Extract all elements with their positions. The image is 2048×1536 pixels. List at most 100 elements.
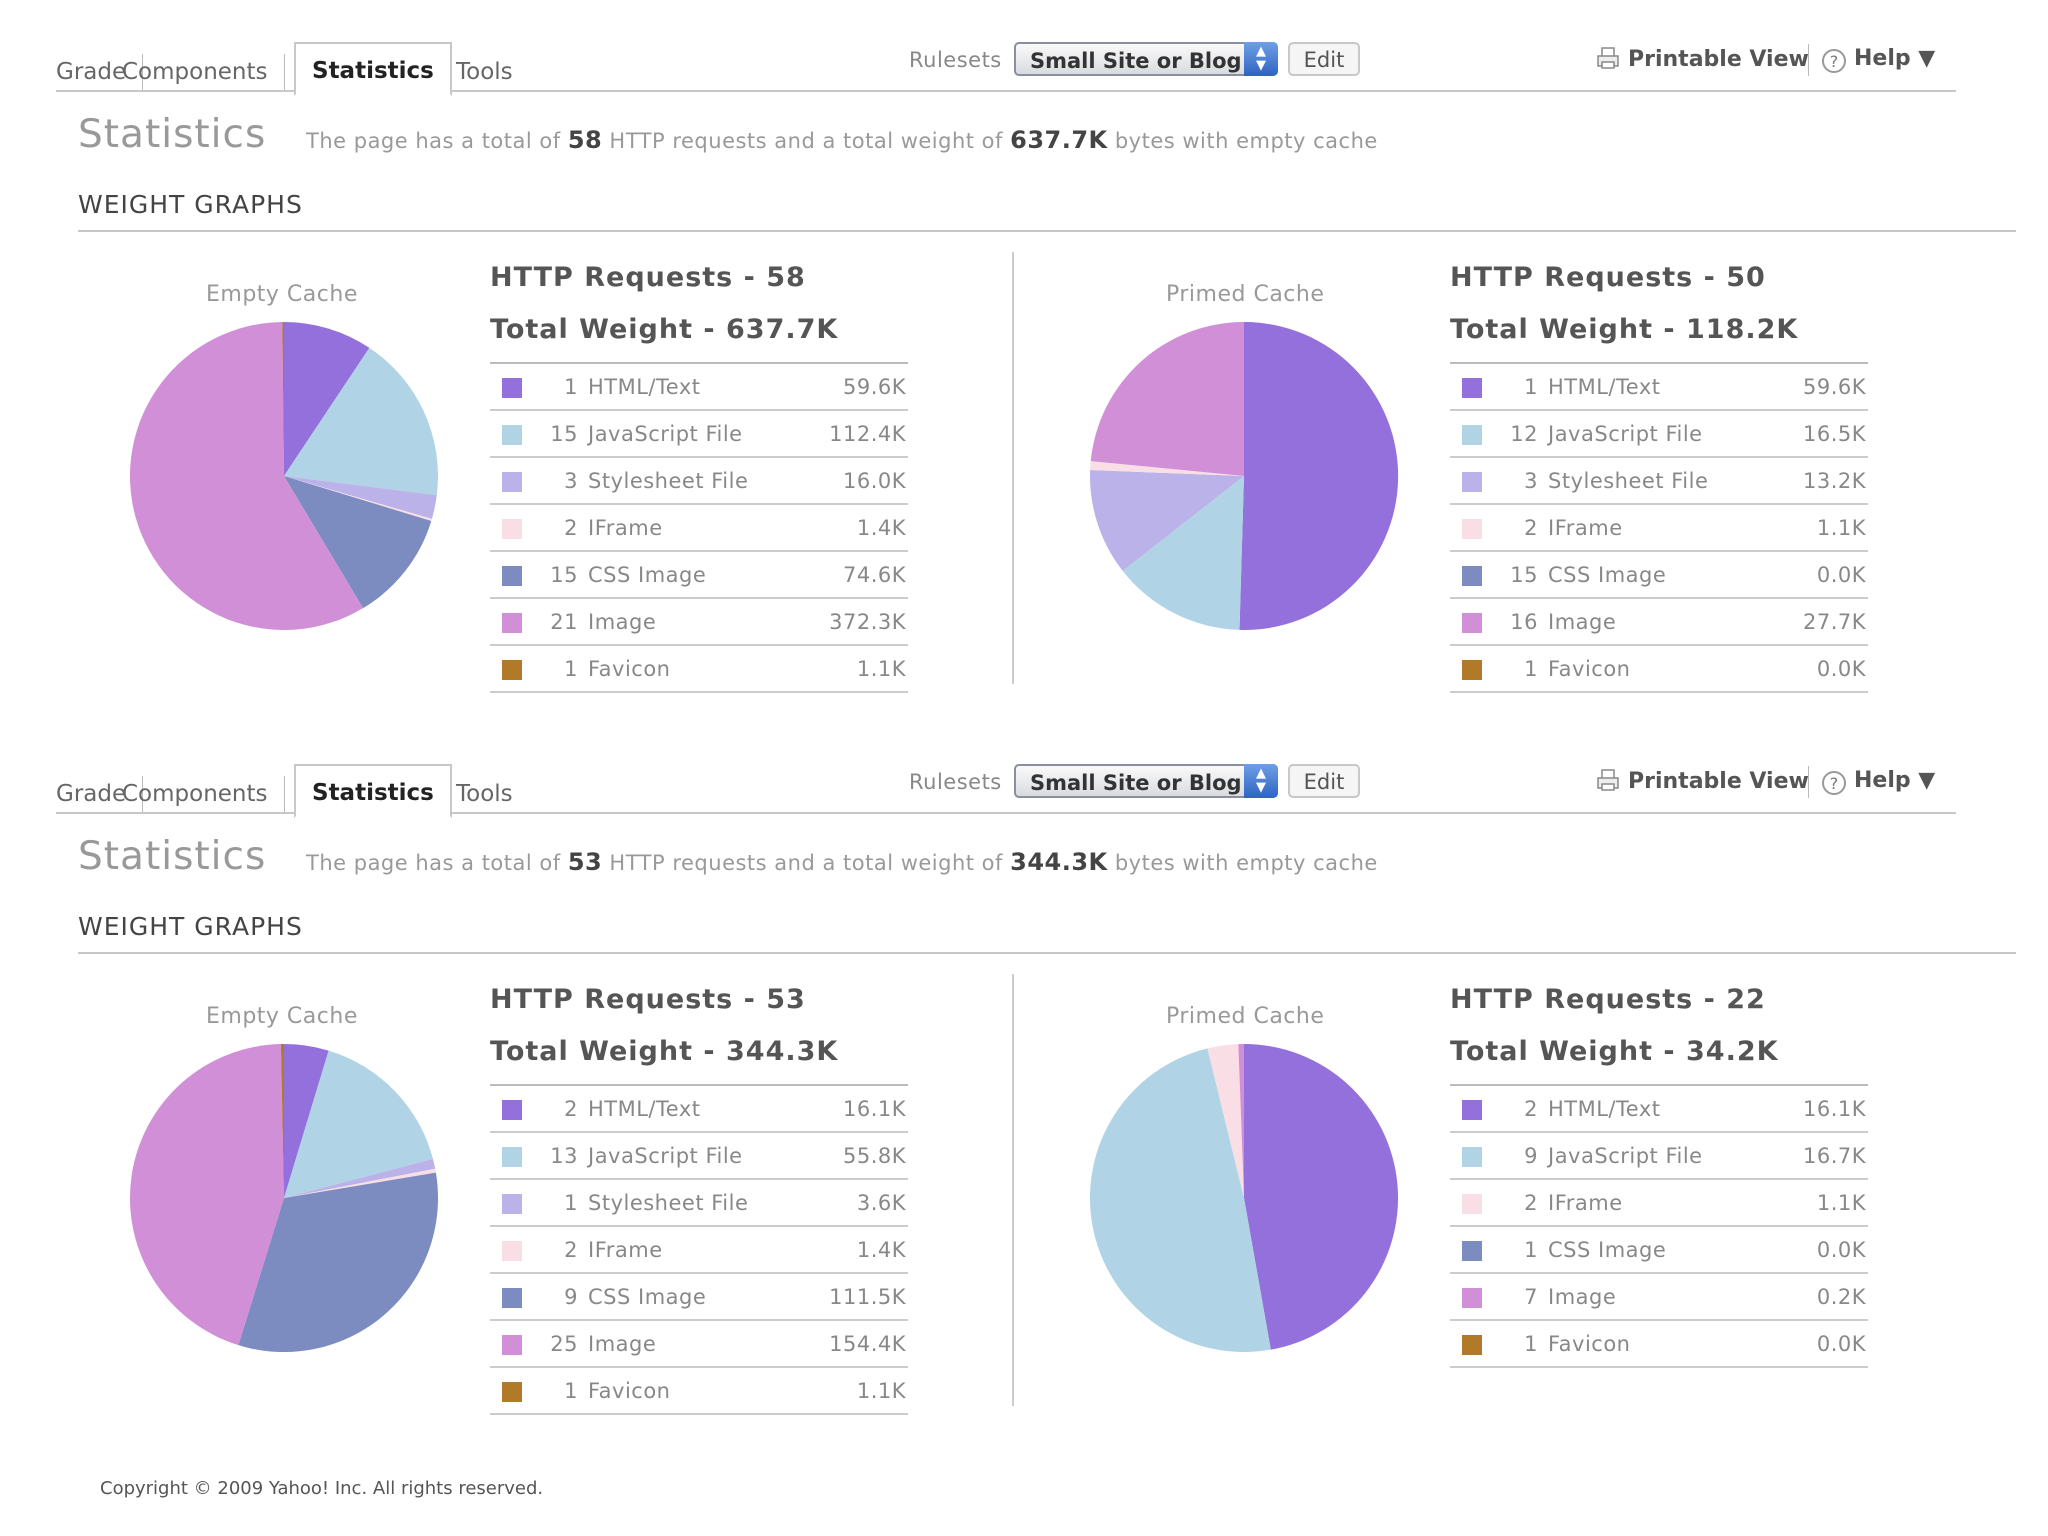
tab-statistics[interactable]: Statistics <box>294 42 452 96</box>
summary-weight: 344.3K <box>1010 848 1108 876</box>
component-type: Favicon <box>588 645 803 693</box>
ruleset-select[interactable]: Small Site or Blog ▲ ▼ <box>1014 42 1278 76</box>
section-title: WEIGHT GRAPHS <box>78 190 303 219</box>
component-size: 111.5K <box>802 1273 908 1321</box>
pie-chart <box>129 322 438 631</box>
table-row: 12 JavaScript File 16.5K <box>1450 410 1868 458</box>
swatch-cell <box>1450 363 1494 411</box>
tab-components[interactable]: Components <box>106 54 285 90</box>
printable-view-link[interactable]: Printable View <box>1596 46 1809 72</box>
tab-statistics[interactable]: Statistics <box>294 764 452 818</box>
toolbar-divider <box>1808 766 1809 798</box>
component-type: Image <box>1548 598 1776 646</box>
color-swatch <box>502 1240 522 1261</box>
component-size: 16.0K <box>802 457 908 505</box>
table-row: 1 Stylesheet File 3.6K <box>490 1179 908 1227</box>
component-size: 74.6K <box>802 551 908 599</box>
help-menu[interactable]: ? Help ▼ <box>1822 46 1935 73</box>
component-size: 1.1K <box>802 645 908 693</box>
component-table: 2 HTML/Text 16.1K 9 JavaScript File 16.7K 2 IFr… <box>1450 1084 1868 1368</box>
summary-weight: 637.7K <box>1010 126 1108 154</box>
yslow-panel: Grade Components Statistics Tools Rulesets Sm… <box>56 40 2016 760</box>
primed-cache-legend: HTTP Requests - 22 Total Weight - 34.2K 2 H… <box>1450 980 1868 1368</box>
cache-divider <box>1012 252 1014 684</box>
swatch-cell <box>1450 457 1494 505</box>
color-swatch <box>502 1099 522 1120</box>
summary-requests: 53 <box>567 848 603 876</box>
tab-components[interactable]: Components <box>106 776 285 812</box>
pie-slice-html-text <box>284 322 370 476</box>
swatch-cell <box>490 1085 534 1133</box>
component-size: 1.4K <box>802 504 908 552</box>
color-swatch <box>502 659 522 680</box>
tab-tools[interactable]: Tools <box>456 781 513 807</box>
summary-requests: 58 <box>567 126 603 154</box>
component-type: Image <box>588 1320 803 1368</box>
component-type: IFrame <box>1548 1179 1774 1227</box>
component-size: 16.7K <box>1773 1132 1868 1180</box>
color-swatch <box>1462 424 1482 445</box>
color-swatch <box>1462 1193 1482 1214</box>
component-type: Stylesheet File <box>588 1179 803 1227</box>
help-menu[interactable]: ? Help ▼ <box>1822 768 1935 795</box>
table-row: 25 Image 154.4K <box>490 1320 908 1368</box>
question-icon: ? <box>1822 771 1846 795</box>
pie-slice-iframe <box>1207 1044 1244 1198</box>
color-swatch <box>1462 1240 1482 1261</box>
pie-slice-javascript <box>284 347 438 496</box>
http-requests-heading: HTTP Requests - 58 <box>490 262 806 293</box>
component-size: 27.7K <box>1775 598 1868 646</box>
component-count: 2 <box>1494 1179 1548 1227</box>
color-swatch <box>1462 1334 1482 1355</box>
pie-slice-stylesheet <box>284 1158 436 1198</box>
color-swatch <box>502 424 522 445</box>
color-swatch <box>502 1287 522 1308</box>
page-title: Statistics <box>78 112 267 157</box>
component-count: 1 <box>1494 363 1548 411</box>
component-count: 1 <box>534 363 588 411</box>
summary-text: The page has a total of 53 HTTP requests… <box>306 848 1378 876</box>
section-divider <box>78 952 2016 954</box>
component-type: HTML/Text <box>1548 363 1776 411</box>
rulesets-label: Rulesets <box>909 48 1002 72</box>
swatch-cell <box>490 1367 534 1415</box>
select-arrows-icon: ▲ ▼ <box>1244 42 1278 76</box>
pie-slice-html-text <box>1239 321 1399 630</box>
color-swatch <box>502 1146 522 1167</box>
table-row: 3 Stylesheet File 16.0K <box>490 457 908 505</box>
color-swatch <box>502 1381 522 1402</box>
tab-bar: Grade Components Statistics Tools <box>56 40 1956 96</box>
color-swatch <box>502 565 522 586</box>
summary-suffix: bytes with empty cache <box>1114 129 1378 153</box>
http-requests-heading: HTTP Requests - 50 <box>1450 262 1766 293</box>
total-weight-heading: Total Weight - 118.2K <box>1450 314 1799 345</box>
swatch-cell <box>490 598 534 646</box>
edit-button[interactable]: Edit <box>1288 42 1360 76</box>
component-count: 15 <box>1494 551 1548 599</box>
component-size: 1.1K <box>802 1367 908 1415</box>
component-type: CSS Image <box>588 1273 803 1321</box>
total-weight-heading: Total Weight - 637.7K <box>490 314 839 345</box>
color-swatch <box>1462 377 1482 398</box>
tab-grade[interactable]: Grade <box>40 776 144 812</box>
swatch-cell <box>1450 645 1494 693</box>
swatch-cell <box>490 1226 534 1274</box>
component-count: 15 <box>534 410 588 458</box>
total-weight-heading: Total Weight - 344.3K <box>490 1036 839 1067</box>
swatch-cell <box>1450 1320 1494 1368</box>
select-arrows-icon: ▲ ▼ <box>1244 764 1278 798</box>
table-row: 2 IFrame 1.1K <box>1450 1179 1868 1227</box>
ruleset-select[interactable]: Small Site or Blog ▲ ▼ <box>1014 764 1278 798</box>
pie-slice-css-image <box>284 476 432 609</box>
swatch-cell <box>1450 504 1494 552</box>
table-row: 2 HTML/Text 16.1K <box>490 1085 908 1133</box>
component-size: 55.8K <box>802 1132 908 1180</box>
total-weight-heading: Total Weight - 34.2K <box>1450 1036 1779 1067</box>
edit-button[interactable]: Edit <box>1288 764 1360 798</box>
tab-tools[interactable]: Tools <box>456 59 513 85</box>
component-size: 16.1K <box>1773 1085 1868 1133</box>
primed-cache-pie <box>1086 1040 1402 1360</box>
component-type: Stylesheet File <box>588 457 803 505</box>
tab-grade[interactable]: Grade <box>40 54 144 90</box>
printable-view-link[interactable]: Printable View <box>1596 768 1809 794</box>
